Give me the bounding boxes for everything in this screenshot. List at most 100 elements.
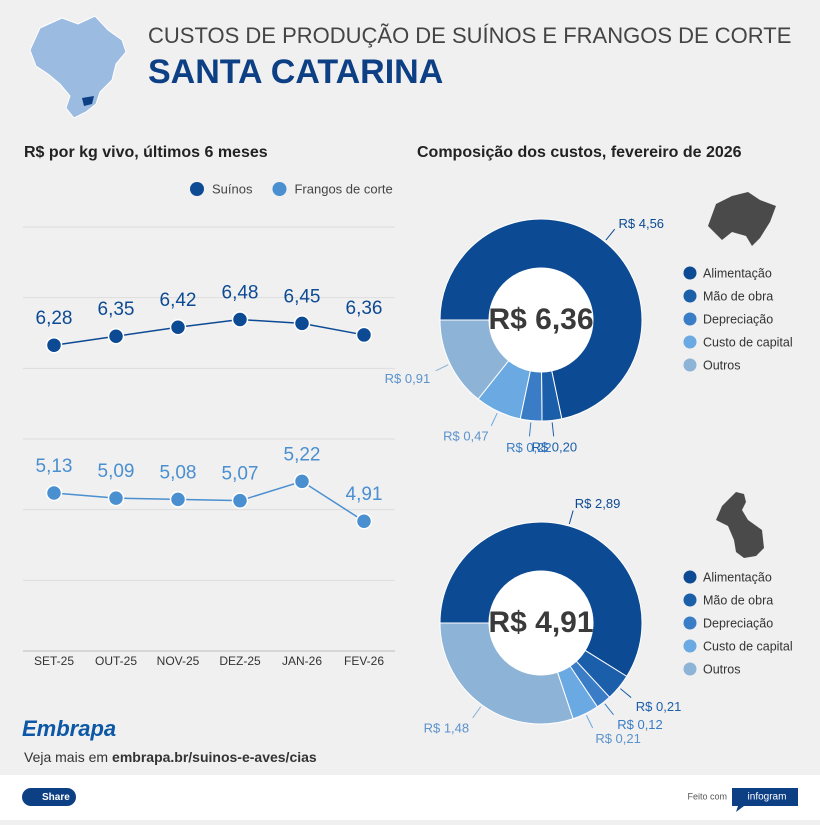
legend-marker xyxy=(190,182,204,196)
x-tick-label: DEZ-25 xyxy=(219,654,261,668)
data-label: R$ 1,48 xyxy=(424,720,470,735)
data-label: 6,35 xyxy=(98,299,135,320)
data-label: R$ 2,89 xyxy=(575,496,621,511)
data-point xyxy=(231,311,249,328)
background xyxy=(0,0,820,775)
data-point xyxy=(293,473,311,490)
legend-label: Frangos de corte xyxy=(294,181,392,196)
legend-marker xyxy=(683,639,697,653)
legend-label: Mão de obra xyxy=(703,593,773,607)
data-label: R$ 0,20 xyxy=(532,440,578,455)
series-line xyxy=(53,318,365,346)
infogram-label[interactable]: infogram xyxy=(748,792,787,803)
data-point xyxy=(169,491,187,508)
donut-chart-title: Composição dos custos, fevereiro de 2026 xyxy=(417,144,742,161)
x-tick-label: JAN-26 xyxy=(282,654,322,668)
data-label: 5,22 xyxy=(284,444,321,465)
center-label: R$ 4,91 xyxy=(488,606,593,639)
data-label: 6,28 xyxy=(36,308,73,329)
data-label: 6,42 xyxy=(160,290,197,311)
pig-icon xyxy=(708,192,776,246)
data-label: 5,09 xyxy=(98,461,135,482)
legend-label: Mão de obra xyxy=(703,289,773,303)
data-point xyxy=(107,489,125,507)
x-tick-label: FEV-26 xyxy=(344,654,384,668)
data-label: 5,08 xyxy=(160,462,197,483)
chicken-icon xyxy=(716,492,764,558)
data-label: 5,07 xyxy=(222,464,259,485)
brazil-map xyxy=(29,15,127,119)
center-label: R$ 6,36 xyxy=(488,303,593,336)
legend-label: Custo de capital xyxy=(703,335,793,349)
data-label: R$ 4,56 xyxy=(619,216,665,231)
infogram-badge[interactable] xyxy=(732,788,798,812)
leader-line xyxy=(472,706,482,719)
leader-line xyxy=(586,715,594,729)
leader-line xyxy=(604,703,614,716)
leader-line xyxy=(568,510,574,525)
legend-marker xyxy=(683,358,697,372)
legend-marker xyxy=(683,593,697,607)
leader-line xyxy=(551,422,555,437)
data-label: R$ 0,12 xyxy=(617,717,663,732)
data-label: R$ 0,21 xyxy=(636,699,682,714)
data-label: R$ 0,47 xyxy=(443,429,489,444)
data-label: 4,91 xyxy=(346,484,383,505)
legend-marker xyxy=(272,182,287,196)
footer-link: Veja mais em embrapa.br/suinos-e-aves/cia… xyxy=(24,749,317,765)
share-button[interactable]: Share xyxy=(22,788,76,806)
x-tick-label: SET-25 xyxy=(34,654,74,668)
legend-label: Suínos xyxy=(212,181,253,196)
header-title: CUSTOS DE PRODUÇÃO DE SUÍNOS E FRANGOS D… xyxy=(148,23,791,48)
link-prefix: Veja mais em xyxy=(24,749,108,765)
data-point xyxy=(355,326,373,344)
header-subtitle: SANTA CATARINA xyxy=(148,53,443,91)
data-point xyxy=(231,492,249,509)
series-line xyxy=(53,480,365,522)
legend-marker xyxy=(683,662,697,676)
legend-label: Alimentação xyxy=(703,570,772,584)
data-point xyxy=(169,318,187,336)
leader-line xyxy=(620,688,632,698)
donut-hole xyxy=(489,571,593,675)
legend-marker xyxy=(683,570,697,584)
data-label: R$ 0,91 xyxy=(385,371,431,386)
data-label: R$ 0,22 xyxy=(506,440,552,455)
leader-line xyxy=(605,228,616,241)
link[interactable]: embrapa.br/suinos-e-aves/cias xyxy=(112,749,317,765)
line-chart-title: R$ por kg vivo, últimos 6 meses xyxy=(24,144,268,161)
legend-label: Alimentação xyxy=(703,266,772,280)
legend-marker xyxy=(683,335,697,349)
donut-segment xyxy=(439,521,643,678)
data-label: R$ 0,21 xyxy=(595,731,641,746)
share-button-bg[interactable] xyxy=(22,788,76,806)
data-point xyxy=(45,336,63,354)
data-point xyxy=(45,484,63,502)
legend-label: Outros xyxy=(703,662,741,676)
x-tick-label: NOV-25 xyxy=(157,654,200,668)
legend-marker xyxy=(683,312,697,326)
data-point xyxy=(355,512,373,530)
share-label[interactable]: Share xyxy=(42,792,70,803)
data-point xyxy=(293,315,311,332)
legend-label: Custo de capital xyxy=(703,639,793,653)
leader-line xyxy=(528,422,532,437)
leader-line xyxy=(435,364,449,372)
data-point xyxy=(107,327,125,345)
footer-bar xyxy=(0,775,820,820)
legend-marker xyxy=(683,289,697,303)
made-with: Feito com xyxy=(687,791,727,801)
data-label: 6,45 xyxy=(284,286,321,307)
leader-line xyxy=(490,412,498,427)
embrapa-logo: Embrapa xyxy=(22,716,116,741)
donut-hole xyxy=(489,268,593,372)
legend-marker xyxy=(683,616,697,630)
data-label: 5,13 xyxy=(36,456,73,477)
data-label: 6,48 xyxy=(222,283,259,304)
x-tick-label: OUT-25 xyxy=(95,654,137,668)
legend-label: Depreciação xyxy=(703,616,773,630)
legend-marker xyxy=(683,266,697,280)
legend-label: Outros xyxy=(703,358,741,372)
data-label: 6,36 xyxy=(346,298,383,319)
